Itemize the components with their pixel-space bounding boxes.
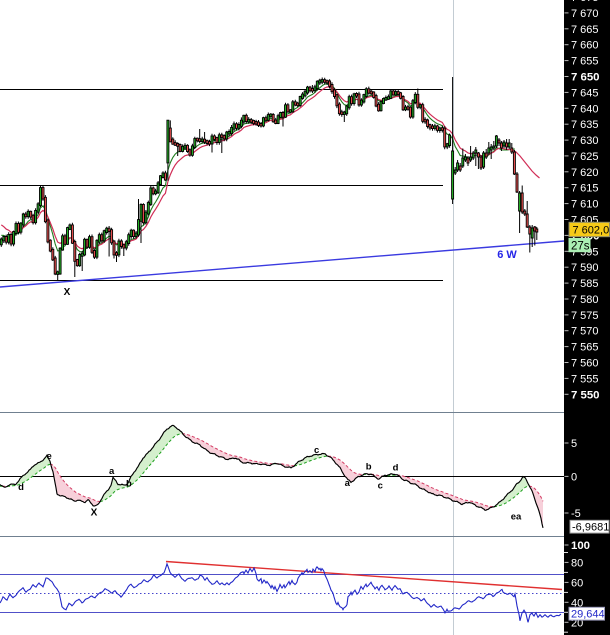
- svg-text:7 665: 7 665: [571, 24, 599, 36]
- svg-text:c: c: [314, 445, 319, 456]
- svg-text:7 590: 7 590: [571, 262, 599, 274]
- svg-text:d: d: [393, 462, 399, 473]
- svg-text:7 630: 7 630: [571, 135, 599, 147]
- svg-text:7 635: 7 635: [571, 119, 599, 131]
- svg-text:7 602,0: 7 602,0: [573, 225, 610, 237]
- svg-text:7 585: 7 585: [571, 278, 599, 290]
- svg-text:40: 40: [571, 597, 583, 609]
- svg-text:7 570: 7 570: [571, 326, 599, 338]
- svg-text:7 670: 7 670: [571, 8, 599, 20]
- svg-text:7 580: 7 580: [571, 294, 599, 306]
- svg-text:5: 5: [571, 438, 577, 450]
- svg-text:-6,9681: -6,9681: [572, 522, 609, 534]
- svg-text:d: d: [18, 482, 24, 493]
- svg-text:27s: 27s: [571, 240, 590, 252]
- svg-text:7 550: 7 550: [571, 389, 600, 401]
- svg-text:100: 100: [571, 540, 590, 552]
- svg-text:6 W: 6 W: [497, 249, 517, 261]
- svg-text:60: 60: [571, 577, 583, 589]
- svg-text:7 655: 7 655: [571, 56, 599, 68]
- svg-text:7 645: 7 645: [571, 87, 599, 99]
- svg-text:7 610: 7 610: [571, 199, 599, 211]
- svg-text:7 565: 7 565: [571, 342, 599, 354]
- svg-text:X: X: [91, 508, 98, 519]
- svg-text:7 660: 7 660: [571, 40, 599, 52]
- svg-text:b: b: [366, 461, 372, 472]
- svg-text:b: b: [126, 479, 132, 490]
- svg-text:7 650: 7 650: [571, 72, 600, 84]
- svg-text:80: 80: [571, 557, 583, 569]
- svg-text:ea: ea: [511, 512, 522, 523]
- svg-text:X: X: [64, 287, 71, 298]
- svg-text:7 620: 7 620: [571, 167, 599, 179]
- svg-text:7 615: 7 615: [571, 183, 599, 195]
- svg-text:7 675: 7 675: [571, 0, 599, 4]
- svg-text:7 595: 7 595: [571, 246, 599, 258]
- svg-text:29,644: 29,644: [571, 609, 605, 621]
- svg-text:7 640: 7 640: [571, 103, 599, 115]
- svg-text:-5: -5: [571, 508, 581, 520]
- svg-text:a: a: [109, 466, 115, 477]
- svg-text:7 555: 7 555: [571, 373, 599, 385]
- svg-text:7 560: 7 560: [571, 358, 599, 370]
- svg-text:0: 0: [571, 471, 577, 483]
- svg-text:7 575: 7 575: [571, 310, 599, 322]
- svg-text:c: c: [378, 481, 383, 492]
- svg-text:a: a: [345, 478, 351, 489]
- svg-text:7 625: 7 625: [571, 151, 599, 163]
- svg-text:e: e: [47, 451, 52, 462]
